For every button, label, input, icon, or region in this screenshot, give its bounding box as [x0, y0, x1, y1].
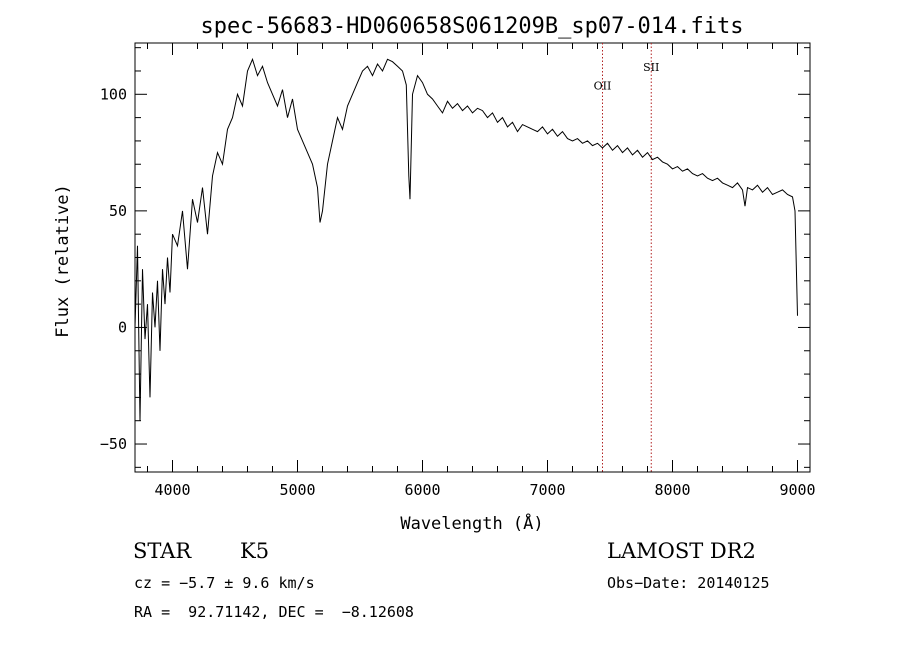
- line-label-sii: SII: [643, 61, 659, 74]
- tick-labels: 4000 5000 6000 7000 8000 9000 −50 0 50 100: [100, 85, 816, 499]
- object-type: STAR: [133, 539, 192, 563]
- y-tick-label: 50: [109, 202, 127, 220]
- flux-line: [134, 57, 798, 421]
- data-release: LAMOST DR2: [607, 539, 756, 563]
- y-tick-label: 100: [100, 85, 127, 103]
- x-tick-label: 8000: [654, 481, 690, 499]
- chart-title: spec-56683-HD060658S061209B_sp07-014.fit…: [200, 14, 743, 39]
- tick-marks: [135, 43, 810, 472]
- y-tick-label: 0: [118, 318, 127, 336]
- x-tick-label: 7000: [529, 481, 565, 499]
- x-tick-label: 9000: [779, 481, 815, 499]
- redshift-value: cz = −5.7 ± 9.6 km/s: [134, 574, 315, 592]
- x-tick-label: 4000: [154, 481, 190, 499]
- sky-coordinates: RA = 92.71142, DEC = −8.12608: [134, 603, 414, 621]
- observation-date: Obs−Date: 20140125: [607, 574, 770, 592]
- x-tick-label: 6000: [404, 481, 440, 499]
- y-tick-label: −50: [100, 435, 127, 453]
- axes-frame: [134, 42, 811, 473]
- emission-line-markers: OII SII: [594, 43, 659, 472]
- x-tick-label: 5000: [279, 481, 315, 499]
- line-label-oii: OII: [594, 80, 612, 93]
- y-axis-label: Flux (relative): [53, 184, 73, 338]
- spectral-class: K5: [240, 539, 270, 563]
- x-axis-label: Wavelength (Å): [400, 512, 543, 534]
- plot-frame: [134, 42, 811, 473]
- flux-series: [134, 57, 798, 421]
